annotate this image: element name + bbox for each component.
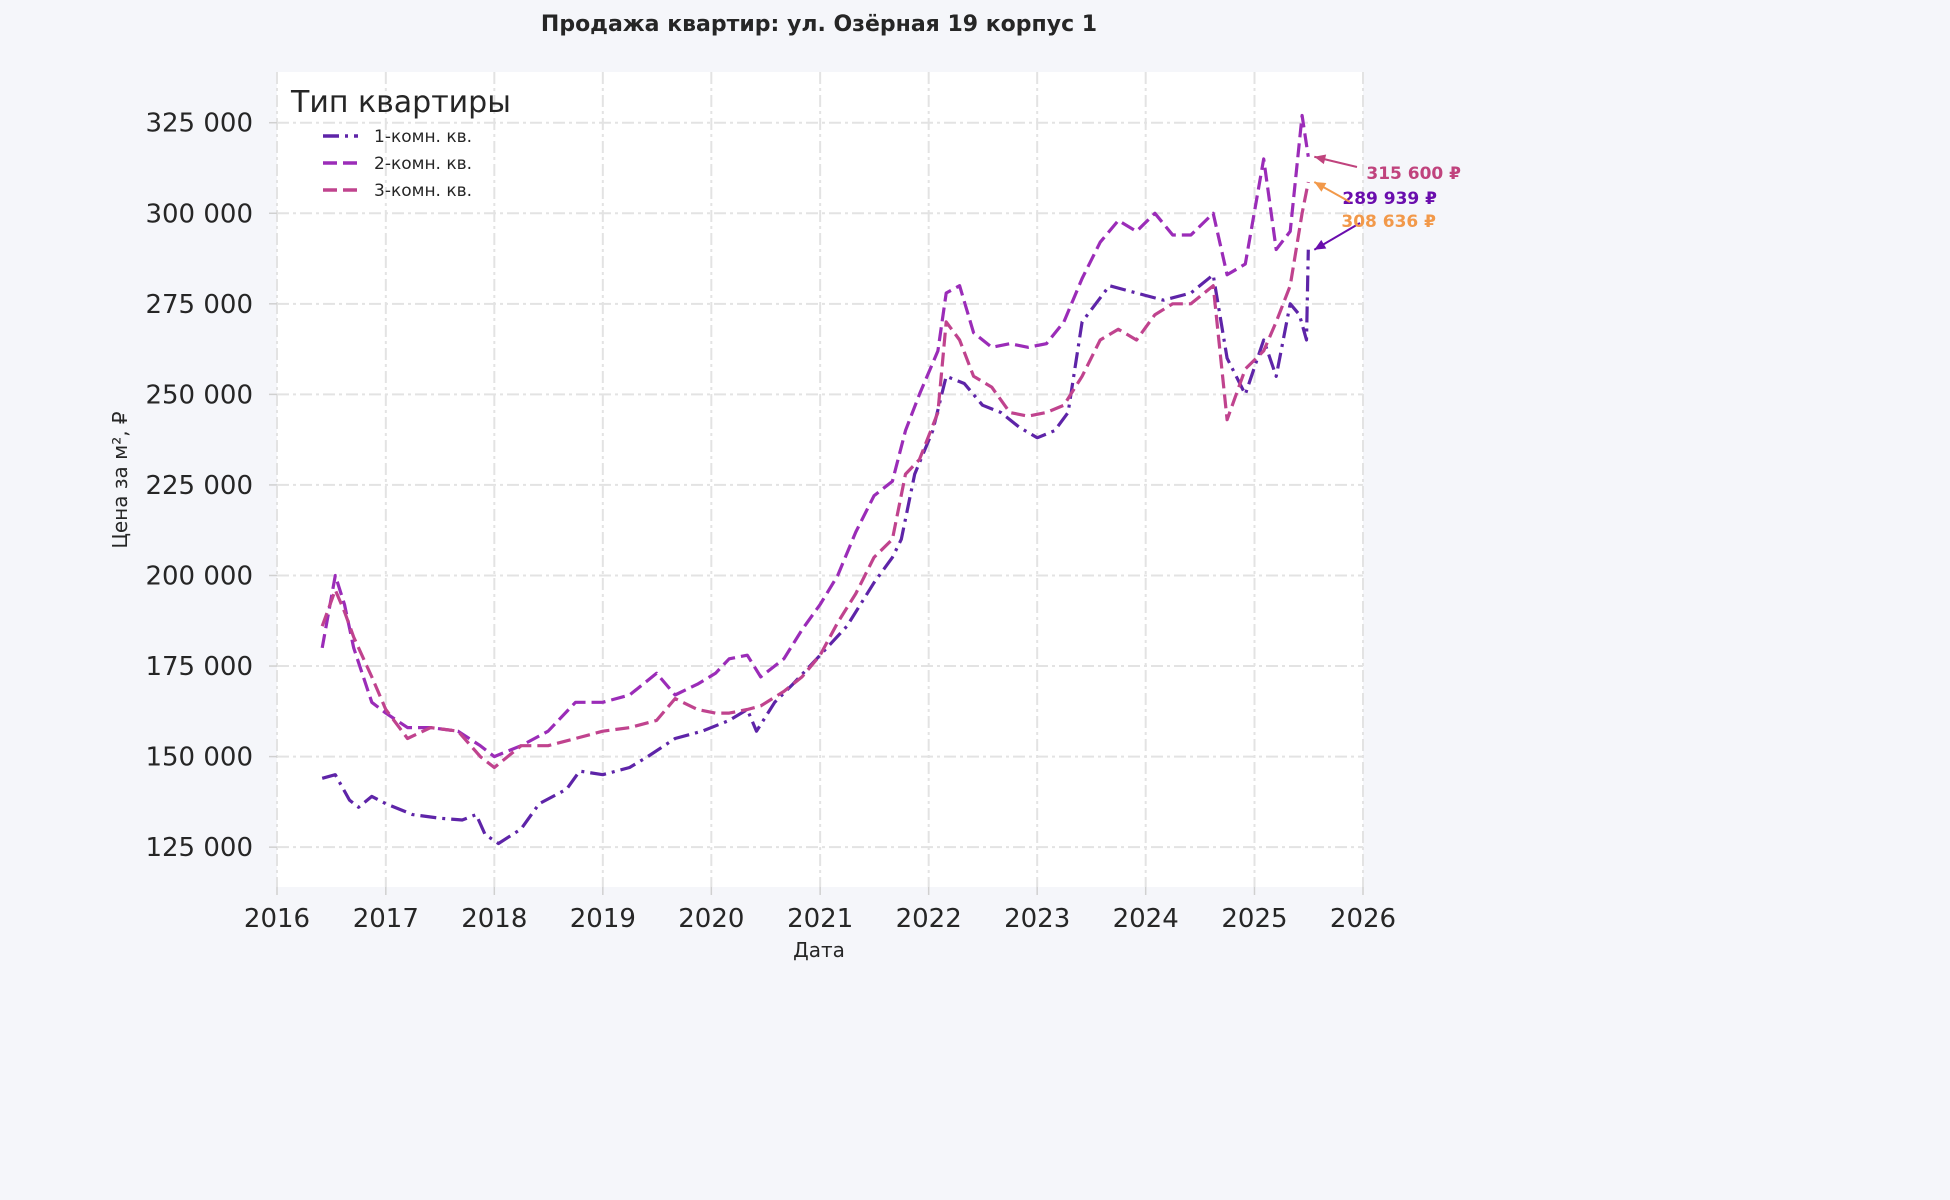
y-tick-label: 225 000: [145, 471, 253, 501]
x-axis-label: Дата: [793, 938, 845, 962]
x-axis: 2016 2017 2018 2019 2020 2021 2022 2023 2024 2025…: [244, 887, 1396, 934]
x-tick-label: 2016: [244, 904, 310, 934]
y-tick-label: 200 000: [145, 561, 253, 591]
x-tick-label: 2024: [1113, 904, 1179, 934]
x-tick-label: 2023: [1004, 904, 1070, 934]
y-tick-label: 275 000: [145, 290, 253, 320]
annotation-arrowhead-2: [1314, 239, 1327, 250]
series-lines: [320, 113, 1310, 846]
x-tick-label: 2020: [678, 904, 744, 934]
annotation-arrowhead-1: [1314, 154, 1327, 165]
x-tick-label: 2018: [461, 904, 527, 934]
legend-label-2: 2-комн. кв.: [374, 154, 472, 174]
annotation-label-2: 289 939 ₽: [1342, 189, 1437, 209]
legend-title: Тип квартиры: [290, 85, 511, 120]
legend-label-3: 3-комн. кв.: [374, 181, 472, 201]
chart-title: Продажа квартир: ул. Озёрная 19 корпус 1: [541, 12, 1097, 37]
y-tick-label: 325 000: [145, 109, 253, 139]
x-tick-label: 2025: [1221, 904, 1287, 934]
x-tick-label: 2017: [353, 904, 419, 934]
annotation-label-3: 308 636 ₽: [1341, 212, 1436, 232]
x-tick-label: 2019: [570, 904, 636, 934]
y-tick-label: 125 000: [145, 833, 253, 863]
annotation-label-1: 315 600 ₽: [1366, 164, 1461, 184]
x-tick-label: 2021: [787, 904, 853, 934]
y-tick-label: 150 000: [145, 743, 253, 773]
series-line-3: [320, 181, 1310, 770]
price-chart: Продажа квартир: ул. Озёрная 19 корпус 1…: [108, 12, 1461, 962]
annotation-arrowhead-3: [1314, 181, 1327, 192]
y-tick-label: 250 000: [145, 380, 253, 410]
y-axis: 125 000 150 000 175 000 200 000 225 000 250 0…: [145, 109, 277, 863]
series-line-2: [320, 113, 1310, 759]
y-tick-label: 175 000: [145, 652, 253, 682]
x-tick-label: 2026: [1330, 904, 1396, 934]
legend-label-1: 1-комн. кв.: [374, 127, 472, 147]
annotations: 315 600 ₽ 289 939 ₽ 308 636 ₽: [1313, 154, 1461, 251]
y-tick-label: 300 000: [145, 199, 253, 229]
y-axis-label: Цена за м², ₽: [108, 411, 132, 549]
legend: Тип квартиры 1-комн. кв. 2-комн. кв. 3-ком…: [290, 85, 511, 201]
x-tick-label: 2022: [896, 904, 962, 934]
